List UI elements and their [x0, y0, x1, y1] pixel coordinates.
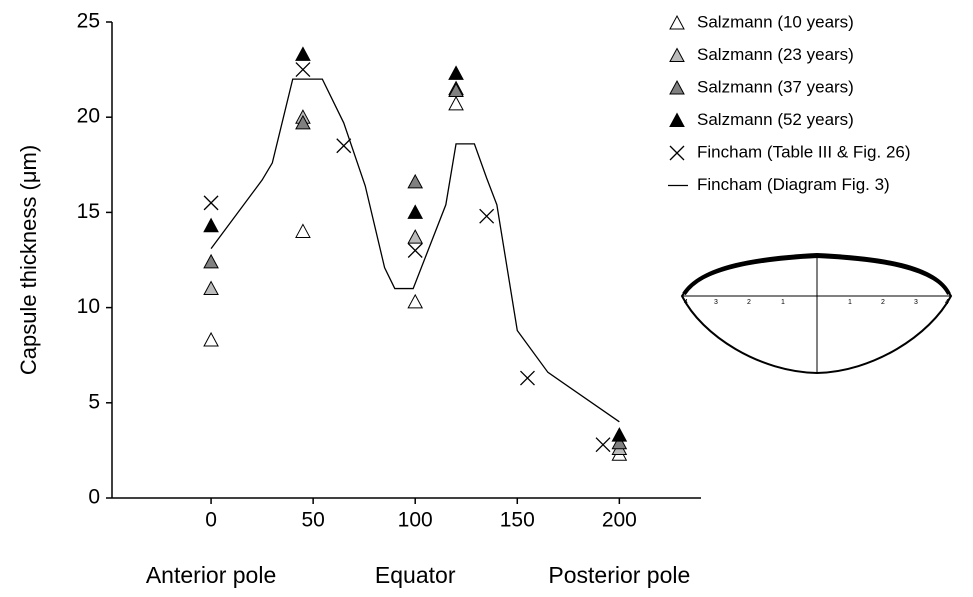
x-tick-label: 0: [205, 509, 217, 532]
triangle-point: [203, 280, 219, 296]
lens-scale-label: 3: [714, 299, 718, 306]
lens-scale-label: 2: [881, 299, 885, 306]
x-point: [295, 62, 311, 78]
triangle-point: [203, 331, 219, 347]
lens-scale-label: 4: [945, 299, 949, 306]
x-point: [479, 208, 495, 224]
legend-label: Salzmann (10 years): [697, 12, 854, 31]
triangle-point: [295, 46, 311, 61]
triangle-point: [407, 173, 424, 189]
region-label: Anterior pole: [146, 562, 276, 588]
triangle-point: [611, 427, 628, 442]
triangle-point: [407, 229, 424, 244]
lens-inset: [680, 252, 953, 375]
triangle-point: [407, 293, 424, 309]
lens-scale-label: 2: [747, 299, 751, 306]
triangle-point: [448, 82, 464, 98]
y-tick-label: 20: [77, 105, 100, 128]
triangle-point: [448, 65, 464, 80]
legend-label: Fincham (Table III & Fig. 26): [697, 142, 911, 161]
lens-scale-label: 1: [781, 299, 785, 306]
lens-scale-label: 3: [914, 299, 918, 306]
x-tick-label: 150: [500, 509, 535, 532]
legend-label: Salzmann (37 years): [697, 77, 854, 96]
legend-marker: [669, 14, 685, 30]
region-label: Posterior pole: [548, 562, 690, 588]
x-point: [336, 138, 352, 154]
legend-marker: [669, 47, 685, 62]
x-tick-label: 50: [301, 509, 324, 532]
triangle-point: [203, 217, 219, 233]
x-point: [595, 437, 611, 453]
x-point: [203, 195, 219, 211]
triangle-point: [448, 95, 464, 111]
y-tick-label: 25: [77, 10, 100, 33]
x-tick-label: 100: [398, 509, 433, 532]
legend-marker: [669, 145, 685, 161]
triangle-point: [611, 434, 628, 450]
legend-marker: [669, 112, 685, 127]
lens-scale-label: 4: [684, 299, 688, 306]
triangle-point: [407, 204, 424, 219]
fincham-line: [210, 78, 620, 423]
legend-marker: [669, 79, 685, 95]
legend-label: Fincham (Diagram Fig. 3): [697, 175, 890, 194]
lens-capsule: [682, 252, 951, 296]
triangle-point: [295, 114, 311, 130]
triangle-point: [295, 223, 311, 238]
y-tick-label: 5: [88, 390, 100, 413]
region-label: Equator: [375, 562, 456, 588]
x-tick-label: 200: [602, 509, 637, 532]
y-tick-label: 10: [77, 295, 100, 318]
legend-label: Salzmann (23 years): [697, 45, 854, 64]
y-axis-label: Capsule thickness (μm): [16, 145, 41, 375]
x-point: [407, 243, 423, 258]
lens-scale-label: 1: [848, 299, 852, 306]
y-tick-label: 0: [88, 486, 100, 509]
x-point: [520, 370, 535, 386]
y-tick-label: 15: [77, 200, 100, 223]
legend-label: Salzmann (52 years): [697, 110, 854, 129]
triangle-point: [203, 253, 219, 269]
